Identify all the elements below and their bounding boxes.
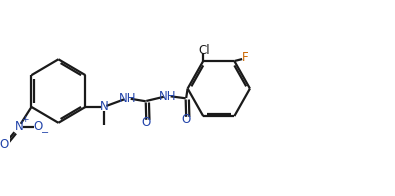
Text: +: +: [21, 115, 28, 124]
Text: O: O: [0, 138, 9, 151]
Text: Cl: Cl: [198, 44, 209, 57]
Text: O: O: [34, 120, 43, 133]
Text: O: O: [182, 113, 191, 126]
Text: −: −: [41, 128, 49, 138]
Text: NH: NH: [119, 92, 137, 105]
Text: O: O: [142, 116, 151, 129]
Text: NH: NH: [159, 90, 177, 103]
Text: F: F: [242, 51, 248, 64]
Text: N: N: [100, 100, 108, 113]
Text: N: N: [14, 120, 23, 133]
